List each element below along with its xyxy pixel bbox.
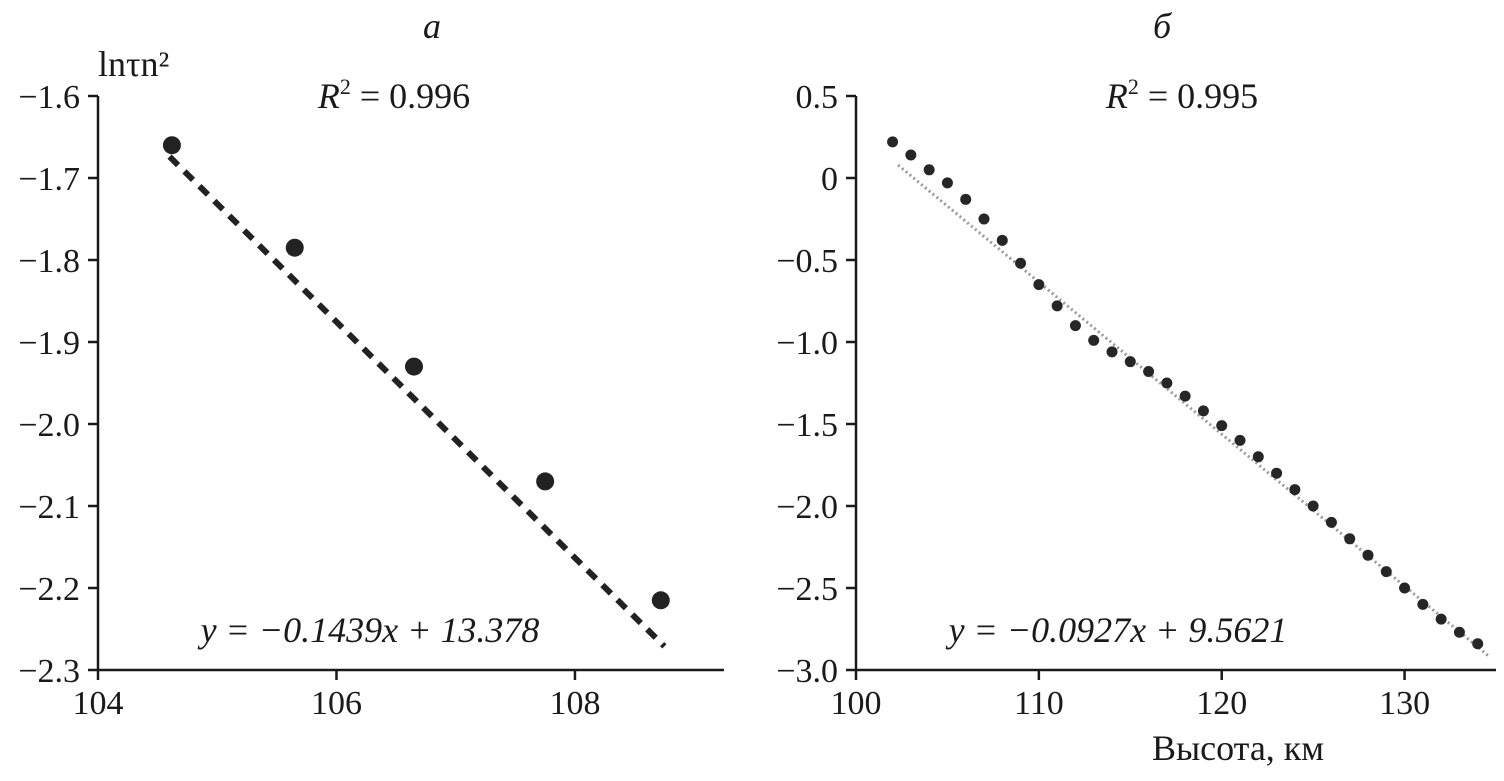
panel-a-markers [162,136,670,610]
y-tick-label: 0 [821,161,838,198]
x-tick-label: 106 [311,685,362,722]
data-point [651,591,670,610]
x-tick-label: 100 [831,685,882,722]
panel-a-y-ticks: −1.6 −1.7 −1.8 −1.9 −2.0 −2.1 −2.2 −2.3 [18,79,98,690]
y-tick-label: 0.5 [796,79,839,116]
data-point [1307,500,1319,512]
y-tick-label: −2.5 [776,571,838,608]
panel-a-x-ticks: 104 106 108 [73,670,600,722]
panel-b-label: б [1153,6,1173,46]
data-point [285,238,304,257]
x-tick-label: 104 [73,685,124,722]
y-tick-label: −2.2 [18,571,80,608]
data-point [1453,626,1465,638]
y-tick-label: −1.5 [776,407,838,444]
data-point [1252,451,1264,463]
data-point [1380,566,1392,578]
data-point [1088,334,1100,346]
y-tick-label: −1.0 [776,325,838,362]
panel-b: б 0.5 0 −0.5 −1.0 −1.5 −2.0 −2.5 −3.0 100 110 120… [776,6,1496,768]
panel-a: а lnτn² −1.6 −1.7 −1.8 −1.9 −2.0 −2.1 −2.2 −2.3… [18,6,724,722]
data-point [1325,516,1337,528]
data-point [1216,420,1228,432]
y-tick-label: −2.0 [776,489,838,526]
y-tick-label: −3.0 [776,653,838,690]
data-point [1033,279,1045,291]
y-tick-label: −1.7 [18,161,80,198]
data-point [1143,366,1155,378]
data-point [1271,467,1283,479]
data-point [1435,613,1447,625]
panel-a-label: а [423,6,441,46]
panel-b-x-ticks: 100 110 120 130 [831,670,1430,722]
panel-b-r2: R2 = 0.995 [1105,74,1258,116]
x-tick-label: 130 [1379,685,1430,722]
data-point [1417,598,1429,610]
y-tick-label: −0.5 [776,243,838,280]
data-point [162,136,181,155]
data-point [1344,533,1356,545]
data-point [1179,390,1191,402]
data-point [1069,320,1081,332]
data-point [1234,434,1246,446]
x-tick-label: 108 [549,685,600,722]
y-tick-label: −1.6 [18,79,80,116]
data-point [978,213,990,225]
data-point [960,193,972,205]
data-point [996,234,1008,246]
y-tick-label: −2.0 [18,407,80,444]
data-point [1106,346,1118,358]
y-tick-label: −1.9 [18,325,80,362]
data-point [1051,300,1063,312]
panel-a-r2: R2 = 0.996 [317,74,470,116]
data-point [1362,549,1374,561]
y-tick-label: −2.3 [18,653,80,690]
data-point [887,136,899,148]
data-point [923,164,935,176]
data-point [1015,257,1027,269]
data-point [404,357,423,376]
x-tick-label: 110 [1014,685,1064,722]
y-tick-label: −2.1 [18,489,80,526]
panel-b-y-ticks: 0.5 0 −0.5 −1.0 −1.5 −2.0 −2.5 −3.0 [776,79,856,690]
y-tick-label: −1.8 [18,243,80,280]
data-point [536,472,555,491]
data-point [1161,377,1173,389]
data-point [941,177,953,189]
data-point [905,149,917,161]
panel-a-equation: y = −0.1439x + 13.378 [198,610,540,650]
panel-a-ylabel: lnτn² [98,44,169,84]
x-tick-label: 120 [1196,685,1247,722]
panel-b-xlabel: Высота, км [1152,728,1324,768]
data-point [1197,405,1209,417]
panel-b-points [887,136,1484,650]
panel-a-trendline [167,154,667,649]
panel-b-equation: y = −0.0927x + 9.5621 [946,610,1288,650]
data-point [1124,356,1136,368]
data-point [1472,638,1484,650]
panel-b-trendline [897,163,1490,658]
data-point [1399,582,1411,594]
data-point [1289,484,1301,496]
